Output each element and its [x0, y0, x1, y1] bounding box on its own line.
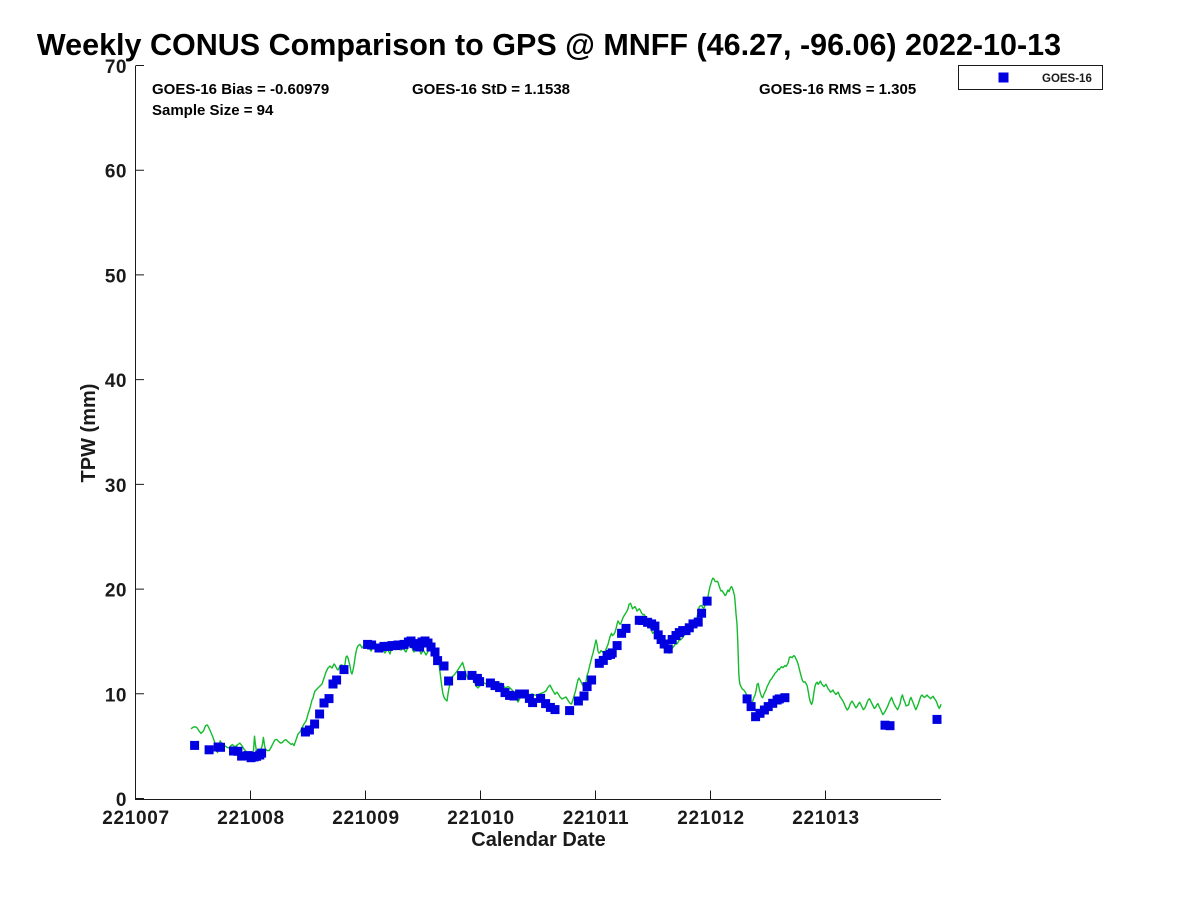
svg-text:70: 70 — [105, 57, 127, 78]
svg-text:221012: 221012 — [677, 808, 745, 829]
svg-text:GOES-16 RMS = 1.305: GOES-16 RMS = 1.305 — [759, 81, 916, 98]
svg-text:20: 20 — [105, 581, 127, 602]
svg-text:40: 40 — [105, 371, 127, 392]
svg-text:GOES-16 StD = 1.1538: GOES-16 StD = 1.1538 — [412, 81, 570, 98]
svg-text:221011: 221011 — [563, 808, 630, 829]
svg-text:221009: 221009 — [332, 808, 400, 829]
svg-text:TPW (mm): TPW (mm) — [78, 384, 100, 483]
svg-text:60: 60 — [105, 162, 127, 183]
svg-text:221013: 221013 — [792, 808, 860, 829]
svg-text:Calendar Date: Calendar Date — [471, 829, 606, 851]
svg-text:221007: 221007 — [102, 808, 170, 829]
svg-text:10: 10 — [105, 685, 127, 706]
svg-text:Weekly CONUS Comparison to GPS: Weekly CONUS Comparison to GPS @ MNFF (4… — [37, 28, 1061, 62]
svg-text:221008: 221008 — [217, 808, 285, 829]
svg-text:30: 30 — [105, 476, 127, 497]
svg-text:221010: 221010 — [447, 808, 515, 829]
svg-text:GOES-16 Bias = -0.60979: GOES-16 Bias = -0.60979 — [152, 81, 329, 98]
svg-text:0: 0 — [116, 790, 127, 811]
svg-text:Sample Size = 94: Sample Size = 94 — [152, 102, 274, 119]
svg-text:50: 50 — [105, 266, 127, 287]
svg-text:GOES-16: GOES-16 — [1042, 73, 1092, 85]
